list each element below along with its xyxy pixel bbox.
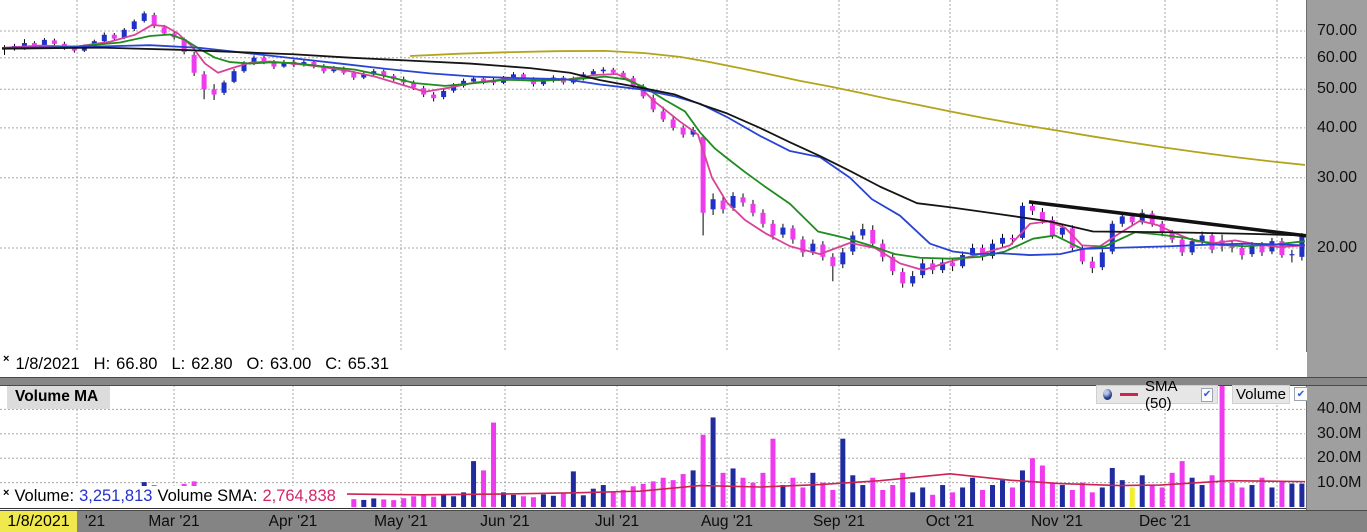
sma-line-swatch [1120,393,1138,396]
trendline[interactable] [1028,200,1311,238]
time-axis[interactable]: 1/8/2021 '21 Mar '21 Apr '21 May '21 Jun '21… [0,510,1367,532]
volume-sma-label: Volume SMA: [157,487,258,505]
month-label: Mar '21 [148,513,200,530]
volume-value: 3,251,813 [79,487,153,505]
volume-status-bar: × Volume: 3,251,813 Volume SMA: 2,764,83… [0,486,347,507]
price-axis[interactable]: 70.00 60.00 50.00 40.00 30.00 20.00 40.0M 30.0M… [1306,0,1367,532]
price-tick-label: 60.00 [1317,48,1358,66]
price-tick-label: 50.00 [1317,80,1358,98]
legend-volume[interactable]: Volume [1232,385,1290,404]
sma-200-olive-line [409,50,1305,166]
sma-10-pink-line [1,24,1305,272]
price-status-bar: × 1/8/2021 H: 66.80 L: 62.80 O: 63.00 C:… [0,352,1307,377]
price-tick-label: 40.00 [1317,118,1358,136]
close-icon[interactable]: × [3,487,10,499]
volume-dropdown-button[interactable]: ✔ [1294,387,1308,401]
volume-label: Volume: [14,487,75,505]
sma-100-black-line [1,46,1305,237]
close-value: 65.31 [347,355,390,373]
month-label: Jun '21 [480,513,530,530]
month-label: Apr '21 [268,513,318,530]
sma-dropdown-button[interactable]: ✔ [1201,387,1213,402]
month-label: Nov '21 [1030,513,1084,530]
volume-tick-label: 40.0M [1317,400,1362,418]
price-tick-label: 20.00 [1317,238,1358,256]
high-label: H: [93,355,111,373]
legend-sma50[interactable]: SMA (50) ✔ [1096,378,1218,412]
volume-tick-label: 30.0M [1317,424,1362,442]
globe-icon [1103,389,1112,400]
close-icon[interactable]: × [3,353,10,365]
sma-20-green-line [1,33,1305,260]
volume-panel-title[interactable]: Volume MA [7,386,111,409]
month-label: May '21 [374,513,428,530]
sma-legend-label: SMA (50) [1145,377,1177,412]
month-label: Jul '21 [594,513,640,530]
price-tick-label: 70.00 [1317,22,1358,39]
open-label: O: [246,355,264,373]
low-label: L: [171,355,186,373]
volume-tick-label: 10.0M [1317,473,1362,491]
low-value: 62.80 [191,355,233,373]
month-label: Sep '21 [812,513,866,530]
volume-tick-label: 20.0M [1317,449,1362,467]
month-label: '21 [84,513,106,530]
high-value: 66.80 [116,355,158,373]
open-value: 63.00 [269,355,312,373]
sma-50-blue-line [1,44,1305,256]
month-label: Dec '21 [1138,513,1192,530]
volume-sma-value: 2,764,838 [262,487,336,505]
volume-legend-label: Volume [1235,386,1287,403]
month-label: Aug '21 [700,513,754,530]
month-label: Oct '21 [925,513,975,530]
crosshair-date-label: 1/8/2021 [0,511,77,532]
panel-divider[interactable] [0,377,1367,386]
close-label: C: [325,355,342,373]
status-date: 1/8/2021 [15,355,80,373]
price-tick-label: 30.00 [1317,168,1358,186]
